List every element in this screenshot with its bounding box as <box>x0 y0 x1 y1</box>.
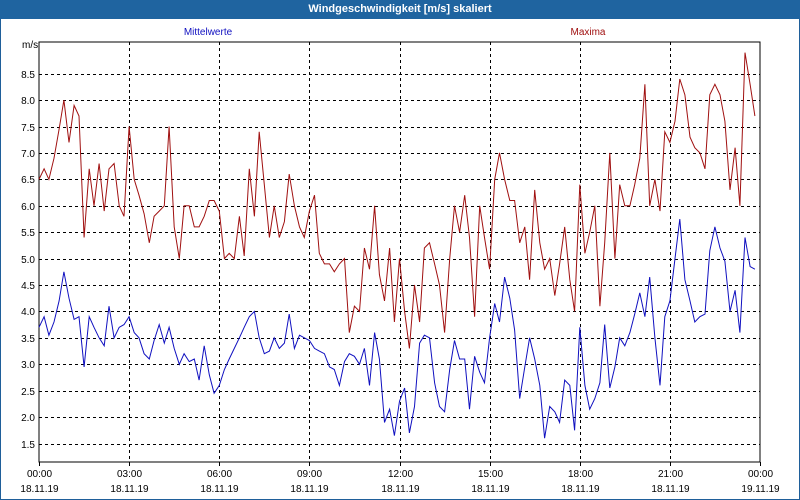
y-axis-unit-label: m/s <box>22 40 38 51</box>
x-tick-date: 18.11.19 <box>290 484 329 495</box>
series-lines <box>38 52 756 439</box>
x-tick-time: 09:00 <box>297 469 322 480</box>
x-tick-date: 18.11.19 <box>381 484 420 495</box>
y-tick-label: 3.0 <box>21 360 35 371</box>
x-tick-date: 19.11.19 <box>741 484 780 495</box>
y-tick-label: 7.5 <box>21 123 35 134</box>
x-tick-time: 00:00 <box>27 469 52 480</box>
x-tick-time: 21:00 <box>658 469 683 480</box>
legend-maxima: Maxima <box>570 27 605 38</box>
y-tick-label: 2.5 <box>21 387 35 398</box>
y-tick-label: 4.0 <box>21 307 35 318</box>
y-tick-label: 8.5 <box>21 70 35 81</box>
x-tick-time: 12:00 <box>388 469 413 480</box>
y-axis-ticks: 1.5 2.0 2.5 3.0 3.5 4.0 4.5 5.0 5.5 6.0 6.5 7.0 7.5 8… <box>21 70 35 451</box>
y-tick-label: 3.5 <box>21 334 35 345</box>
y-tick-label: 4.5 <box>21 281 35 292</box>
y-tick-label: 8.0 <box>21 96 35 107</box>
x-tick-time: 00:00 <box>748 469 773 480</box>
x-tick-date: 18.11.19 <box>561 484 600 495</box>
x-tick-time: 06:00 <box>207 469 232 480</box>
x-tick-date: 18.11.19 <box>651 484 690 495</box>
x-tick-time: 15:00 <box>478 469 503 480</box>
y-tick-label: 6.0 <box>21 202 35 213</box>
plot-area <box>38 41 761 463</box>
x-tick-time: 18:00 <box>568 469 593 480</box>
y-tick-label: 5.0 <box>21 255 35 266</box>
x-tick-date: 18.11.19 <box>200 484 239 495</box>
y-tick-label: 6.5 <box>21 175 35 186</box>
x-tick-date: 18.11.19 <box>110 484 149 495</box>
series-mittelwerte <box>38 218 756 439</box>
x-tick-time: 03:00 <box>117 469 142 480</box>
x-axis-ticks: 00:00 18.11.19 03:00 18.11.19 06:00 18.11.19 0… <box>20 469 780 495</box>
x-tick-date: 18.11.19 <box>471 484 510 495</box>
x-tick-date: 18.11.19 <box>20 484 59 495</box>
chart-title: Windgeschwindigkeit [m/s] skaliert <box>0 0 800 19</box>
y-tick-label: 5.5 <box>21 228 35 239</box>
legend-mittelwerte: Mittelwerte <box>184 27 233 38</box>
series-maxima <box>38 52 756 349</box>
y-tick-label: 2.0 <box>21 413 35 424</box>
y-tick-label: 1.5 <box>21 440 35 451</box>
y-tick-label: 7.0 <box>21 149 35 160</box>
